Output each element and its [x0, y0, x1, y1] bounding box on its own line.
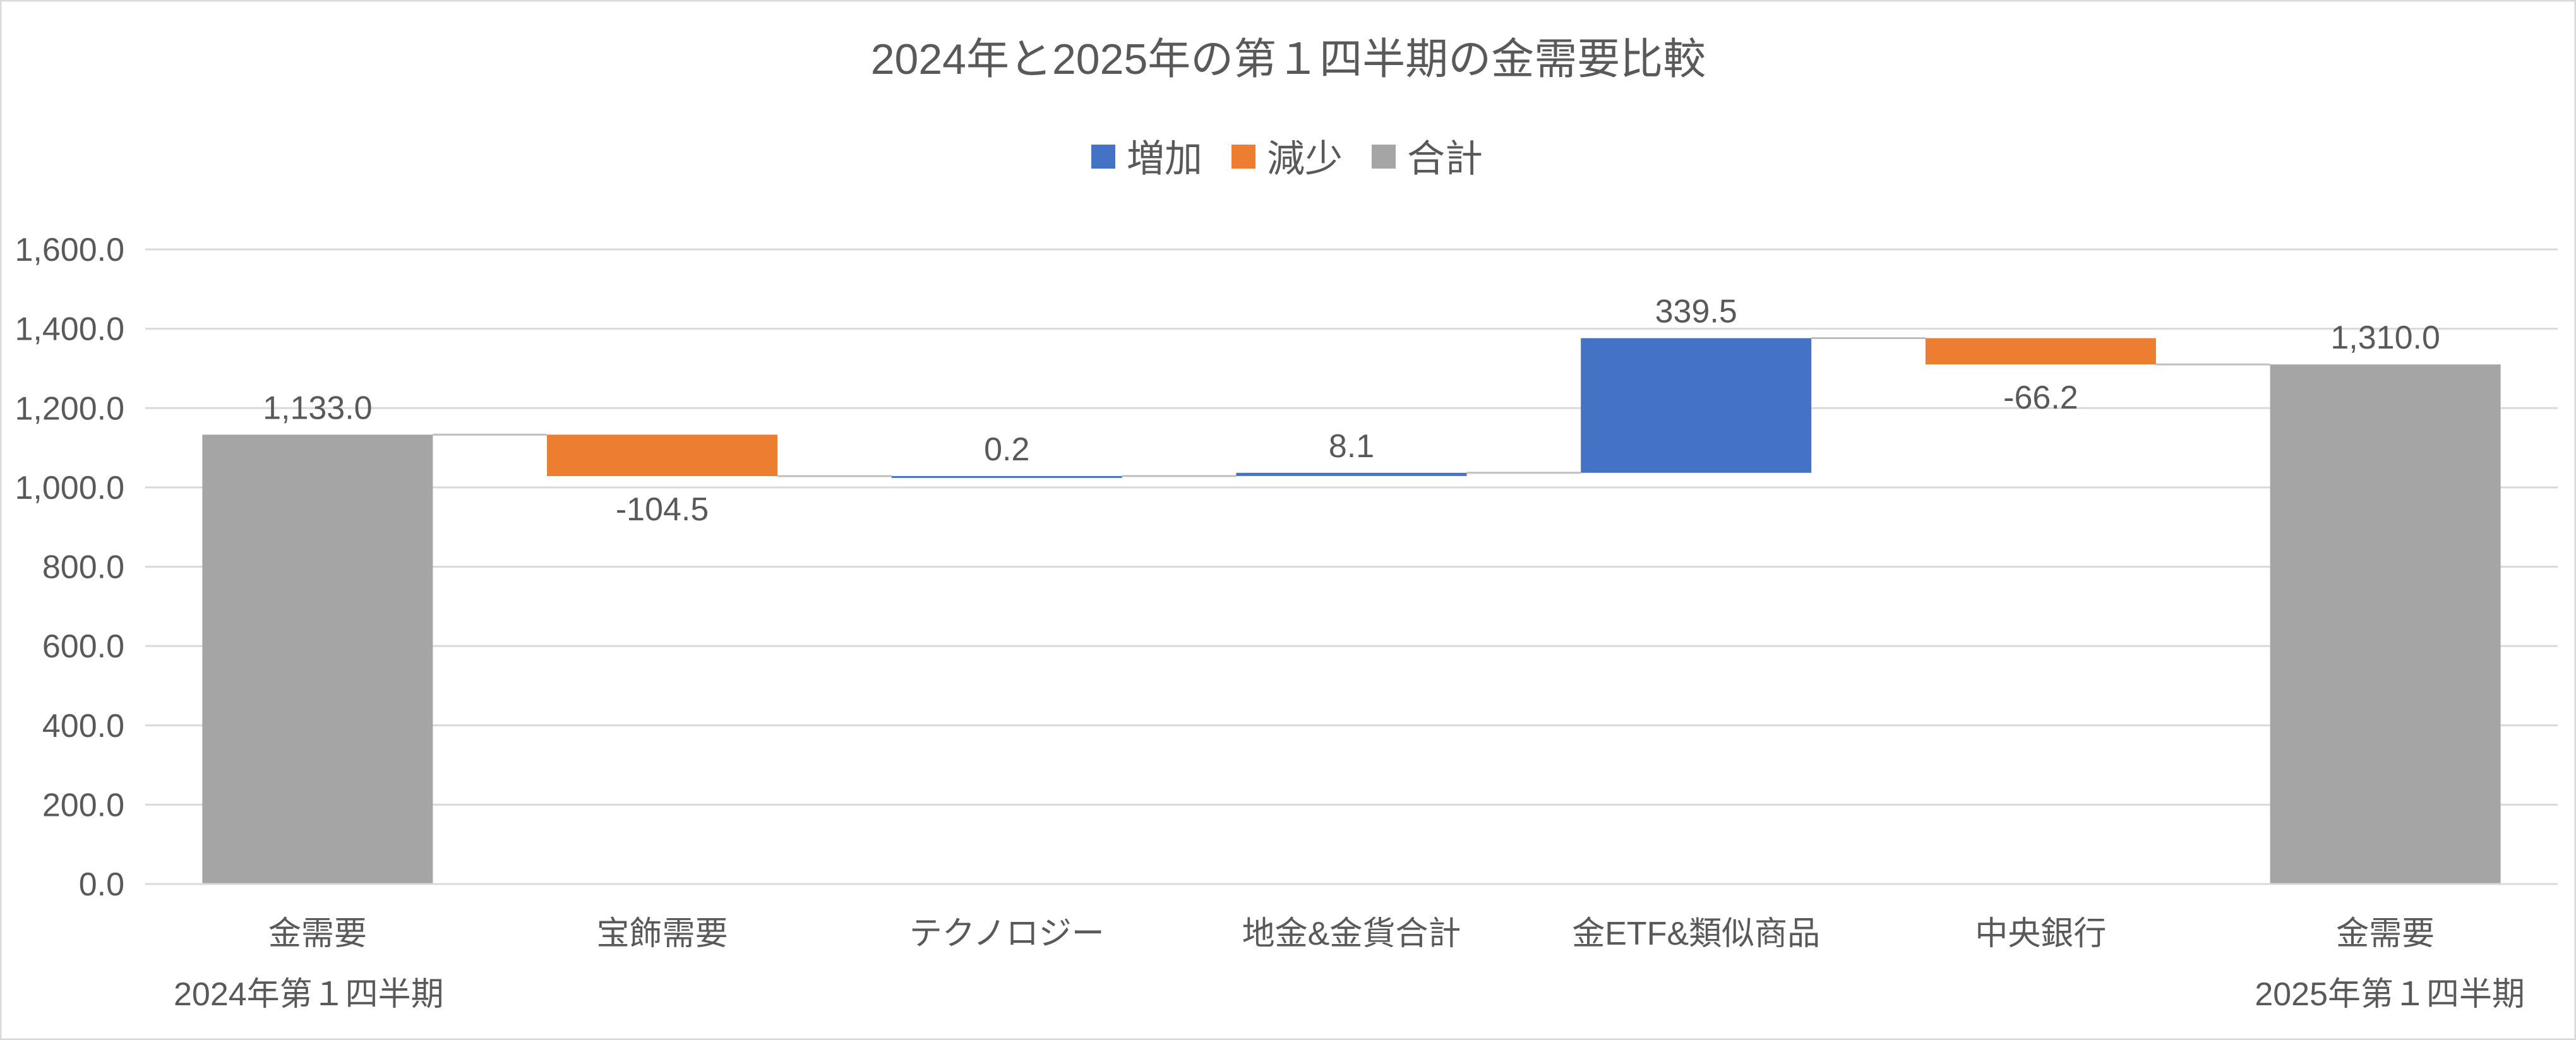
bar-increase: [1236, 472, 1467, 476]
legend: 増加 減少 合計: [1091, 138, 1483, 180]
bars: [202, 338, 2501, 884]
legend-label-decrease: 減少: [1267, 138, 1343, 180]
y-tick-label: 1,200.0: [15, 390, 125, 427]
y-tick-label: 200.0: [42, 787, 124, 823]
data-labels: 1,133.0 -104.5 0.2 8.1 339.5 -66.2 1,310.0: [263, 294, 2440, 528]
legend-label-increase: 増加: [1127, 138, 1202, 180]
y-tick-label: 1,400.0: [15, 311, 125, 348]
legend-label-total: 合計: [1407, 138, 1483, 180]
legend-swatch-decrease: [1231, 145, 1255, 169]
y-tick-label: 400.0: [42, 708, 124, 744]
category-sublabel: 2025年第１四半期: [2255, 976, 2525, 1013]
data-label: 1,133.0: [263, 390, 373, 426]
category-labels: 金需要 2024年第１四半期 宝飾需要 テクノロジー 地金&金貨合計 金ETF&類似商品 中…: [174, 916, 2525, 1013]
gridlines: [145, 248, 2558, 806]
bar-total: [2270, 364, 2501, 884]
bar-decrease: [1925, 338, 2156, 365]
data-label: 8.1: [1329, 428, 1374, 465]
category-label: 金ETF&類似商品: [1572, 916, 1820, 952]
y-tick-label: 800.0: [42, 549, 124, 586]
category-label: 地金&金貨合計: [1242, 916, 1461, 952]
category-sublabel: 2024年第１四半期: [174, 976, 444, 1013]
data-label: 0.2: [984, 431, 1029, 468]
bar-decrease: [547, 434, 778, 476]
bar-total: [202, 434, 433, 884]
category-label: 宝飾需要: [597, 916, 728, 952]
data-label: 1,310.0: [2330, 320, 2440, 356]
connector-lines: [433, 337, 2270, 477]
category-label: テクノロジー: [909, 916, 1105, 952]
y-tick-label: 0.0: [79, 866, 124, 903]
category-label: 中央銀行: [1975, 916, 2106, 952]
legend-swatch-total: [1372, 145, 1396, 169]
category-label: 金需要: [2336, 916, 2435, 952]
data-label: -66.2: [2003, 380, 2078, 416]
category-label: 金需要: [268, 916, 367, 952]
data-label: 339.5: [1655, 294, 1737, 330]
data-label: -104.5: [616, 491, 709, 528]
y-tick-label: 1,000.0: [15, 470, 125, 506]
y-tick-label: 1,600.0: [15, 232, 125, 268]
bar-increase: [1581, 338, 1812, 473]
y-axis-tick-labels: 0.0 200.0 400.0 600.0 800.0 1,000.0 1,200.0 1,4…: [15, 232, 125, 903]
y-tick-label: 600.0: [42, 628, 124, 665]
chart-title: 2024年と2025年の第１四半期の金需要比較: [871, 35, 1706, 83]
bar-increase: [891, 475, 1122, 478]
legend-swatch-increase: [1091, 145, 1115, 169]
